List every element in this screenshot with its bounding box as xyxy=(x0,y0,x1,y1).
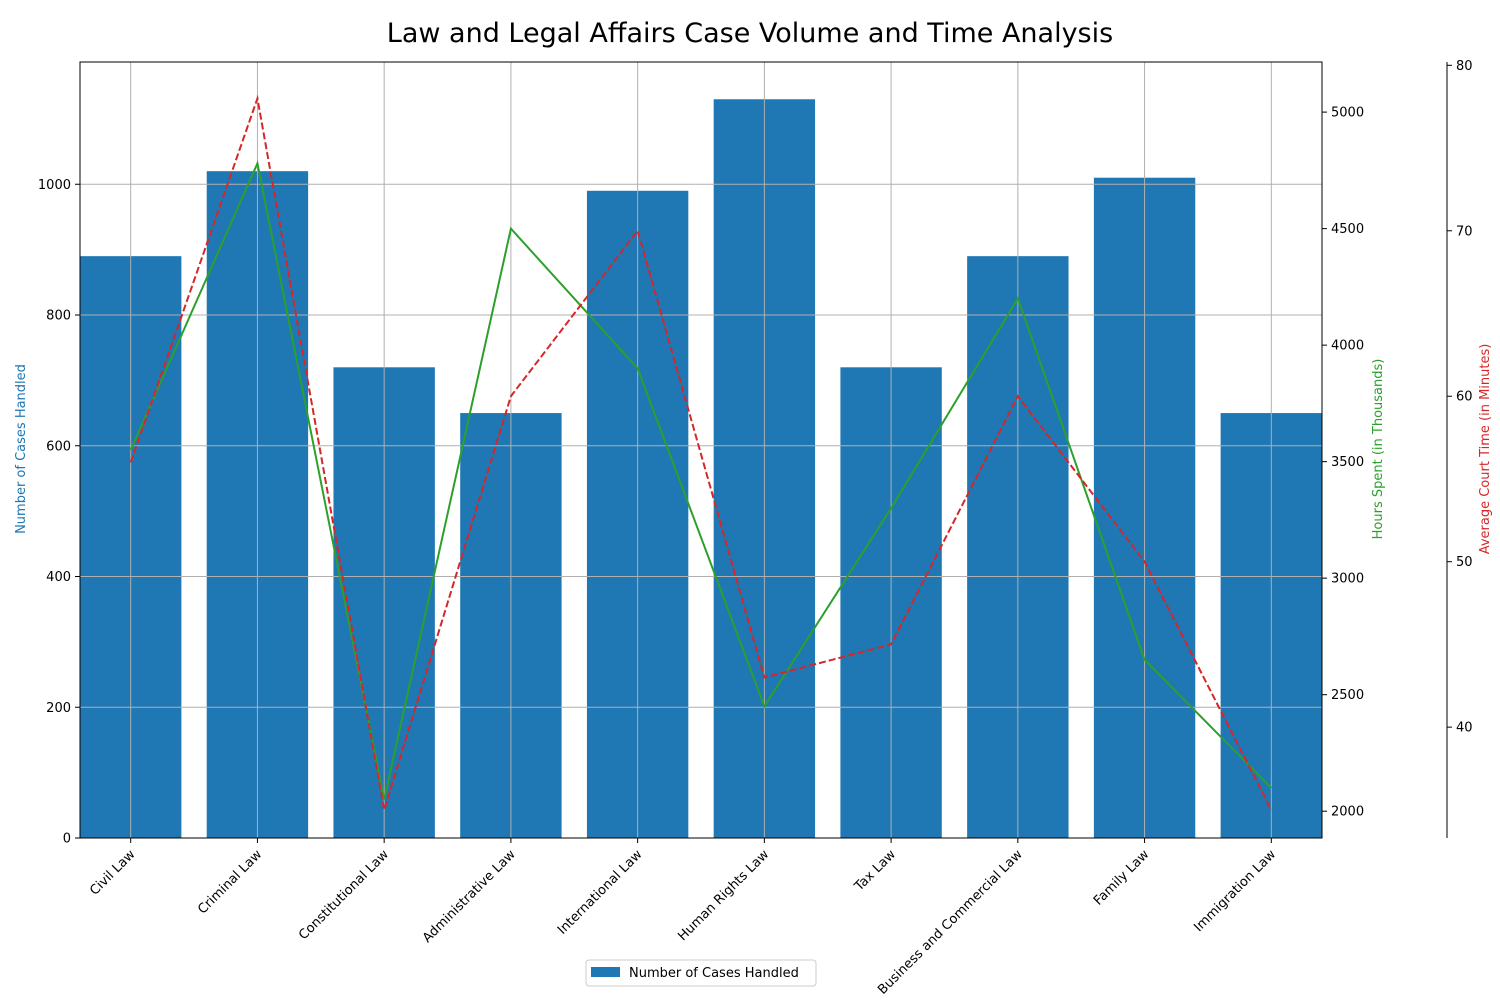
right-tick-label: 3000 xyxy=(1331,572,1364,587)
right-axis-label: Hours Spent (in Thousands) xyxy=(1371,359,1386,540)
right2-axis-label: Average Court Time (in Minutes) xyxy=(1478,344,1493,555)
left-tick-label: 600 xyxy=(46,439,71,454)
x-tick-label: Criminal Law xyxy=(195,847,265,917)
x-tick-label: Business and Commercial Law xyxy=(875,847,1026,998)
left-tick-label: 1000 xyxy=(38,178,71,193)
left-tick-label: 200 xyxy=(46,701,71,716)
right-tick-label: 3500 xyxy=(1331,455,1364,470)
right2-tick-label: 50 xyxy=(1456,555,1473,570)
right2-tick-label: 60 xyxy=(1456,390,1473,405)
left-axis: 0 200 400 600 800 1000 xyxy=(38,178,80,847)
left-tick-label: 0 xyxy=(63,832,71,847)
x-tick-label: Administrative Law xyxy=(420,847,519,946)
right-tick-label: 4000 xyxy=(1331,339,1364,354)
legend: Number of Cases Handled xyxy=(586,960,816,986)
right-axis: 2000 2500 3000 3500 4000 4500 5000 xyxy=(1322,106,1364,820)
chart-title: Law and Legal Affairs Case Volume and Ti… xyxy=(387,18,1113,49)
x-tick-label: Immigration Law xyxy=(1191,847,1279,935)
right2-tick-label: 70 xyxy=(1456,224,1473,239)
x-tick-label: Tax Law xyxy=(851,847,899,895)
right-tick-label: 2500 xyxy=(1331,688,1364,703)
right2-tick-label: 80 xyxy=(1456,59,1473,74)
x-tick-label: International Law xyxy=(555,847,646,938)
legend-swatch xyxy=(591,967,620,977)
legend-label: Number of Cases Handled xyxy=(629,966,799,981)
right-tick-label: 5000 xyxy=(1331,106,1364,121)
left-axis-label: Number of Cases Handled xyxy=(14,364,29,534)
x-tick-label: Family Law xyxy=(1091,847,1153,909)
x-tick-label: Civil Law xyxy=(87,847,139,899)
right-tick-label: 4500 xyxy=(1331,222,1364,237)
x-tick-label: Constitutional Law xyxy=(296,847,392,943)
left-tick-label: 400 xyxy=(46,570,71,585)
x-tick-label: Human Rights Law xyxy=(675,847,772,944)
right-tick-label: 2000 xyxy=(1331,805,1364,820)
right2-tick-label: 40 xyxy=(1456,721,1473,736)
right2-axis: 40 50 60 70 80 xyxy=(1447,59,1473,838)
left-tick-label: 800 xyxy=(46,309,71,324)
